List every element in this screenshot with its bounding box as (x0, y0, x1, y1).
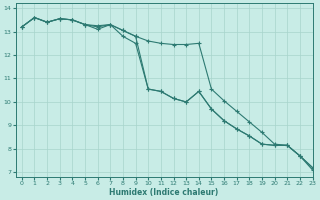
X-axis label: Humidex (Indice chaleur): Humidex (Indice chaleur) (109, 188, 219, 197)
